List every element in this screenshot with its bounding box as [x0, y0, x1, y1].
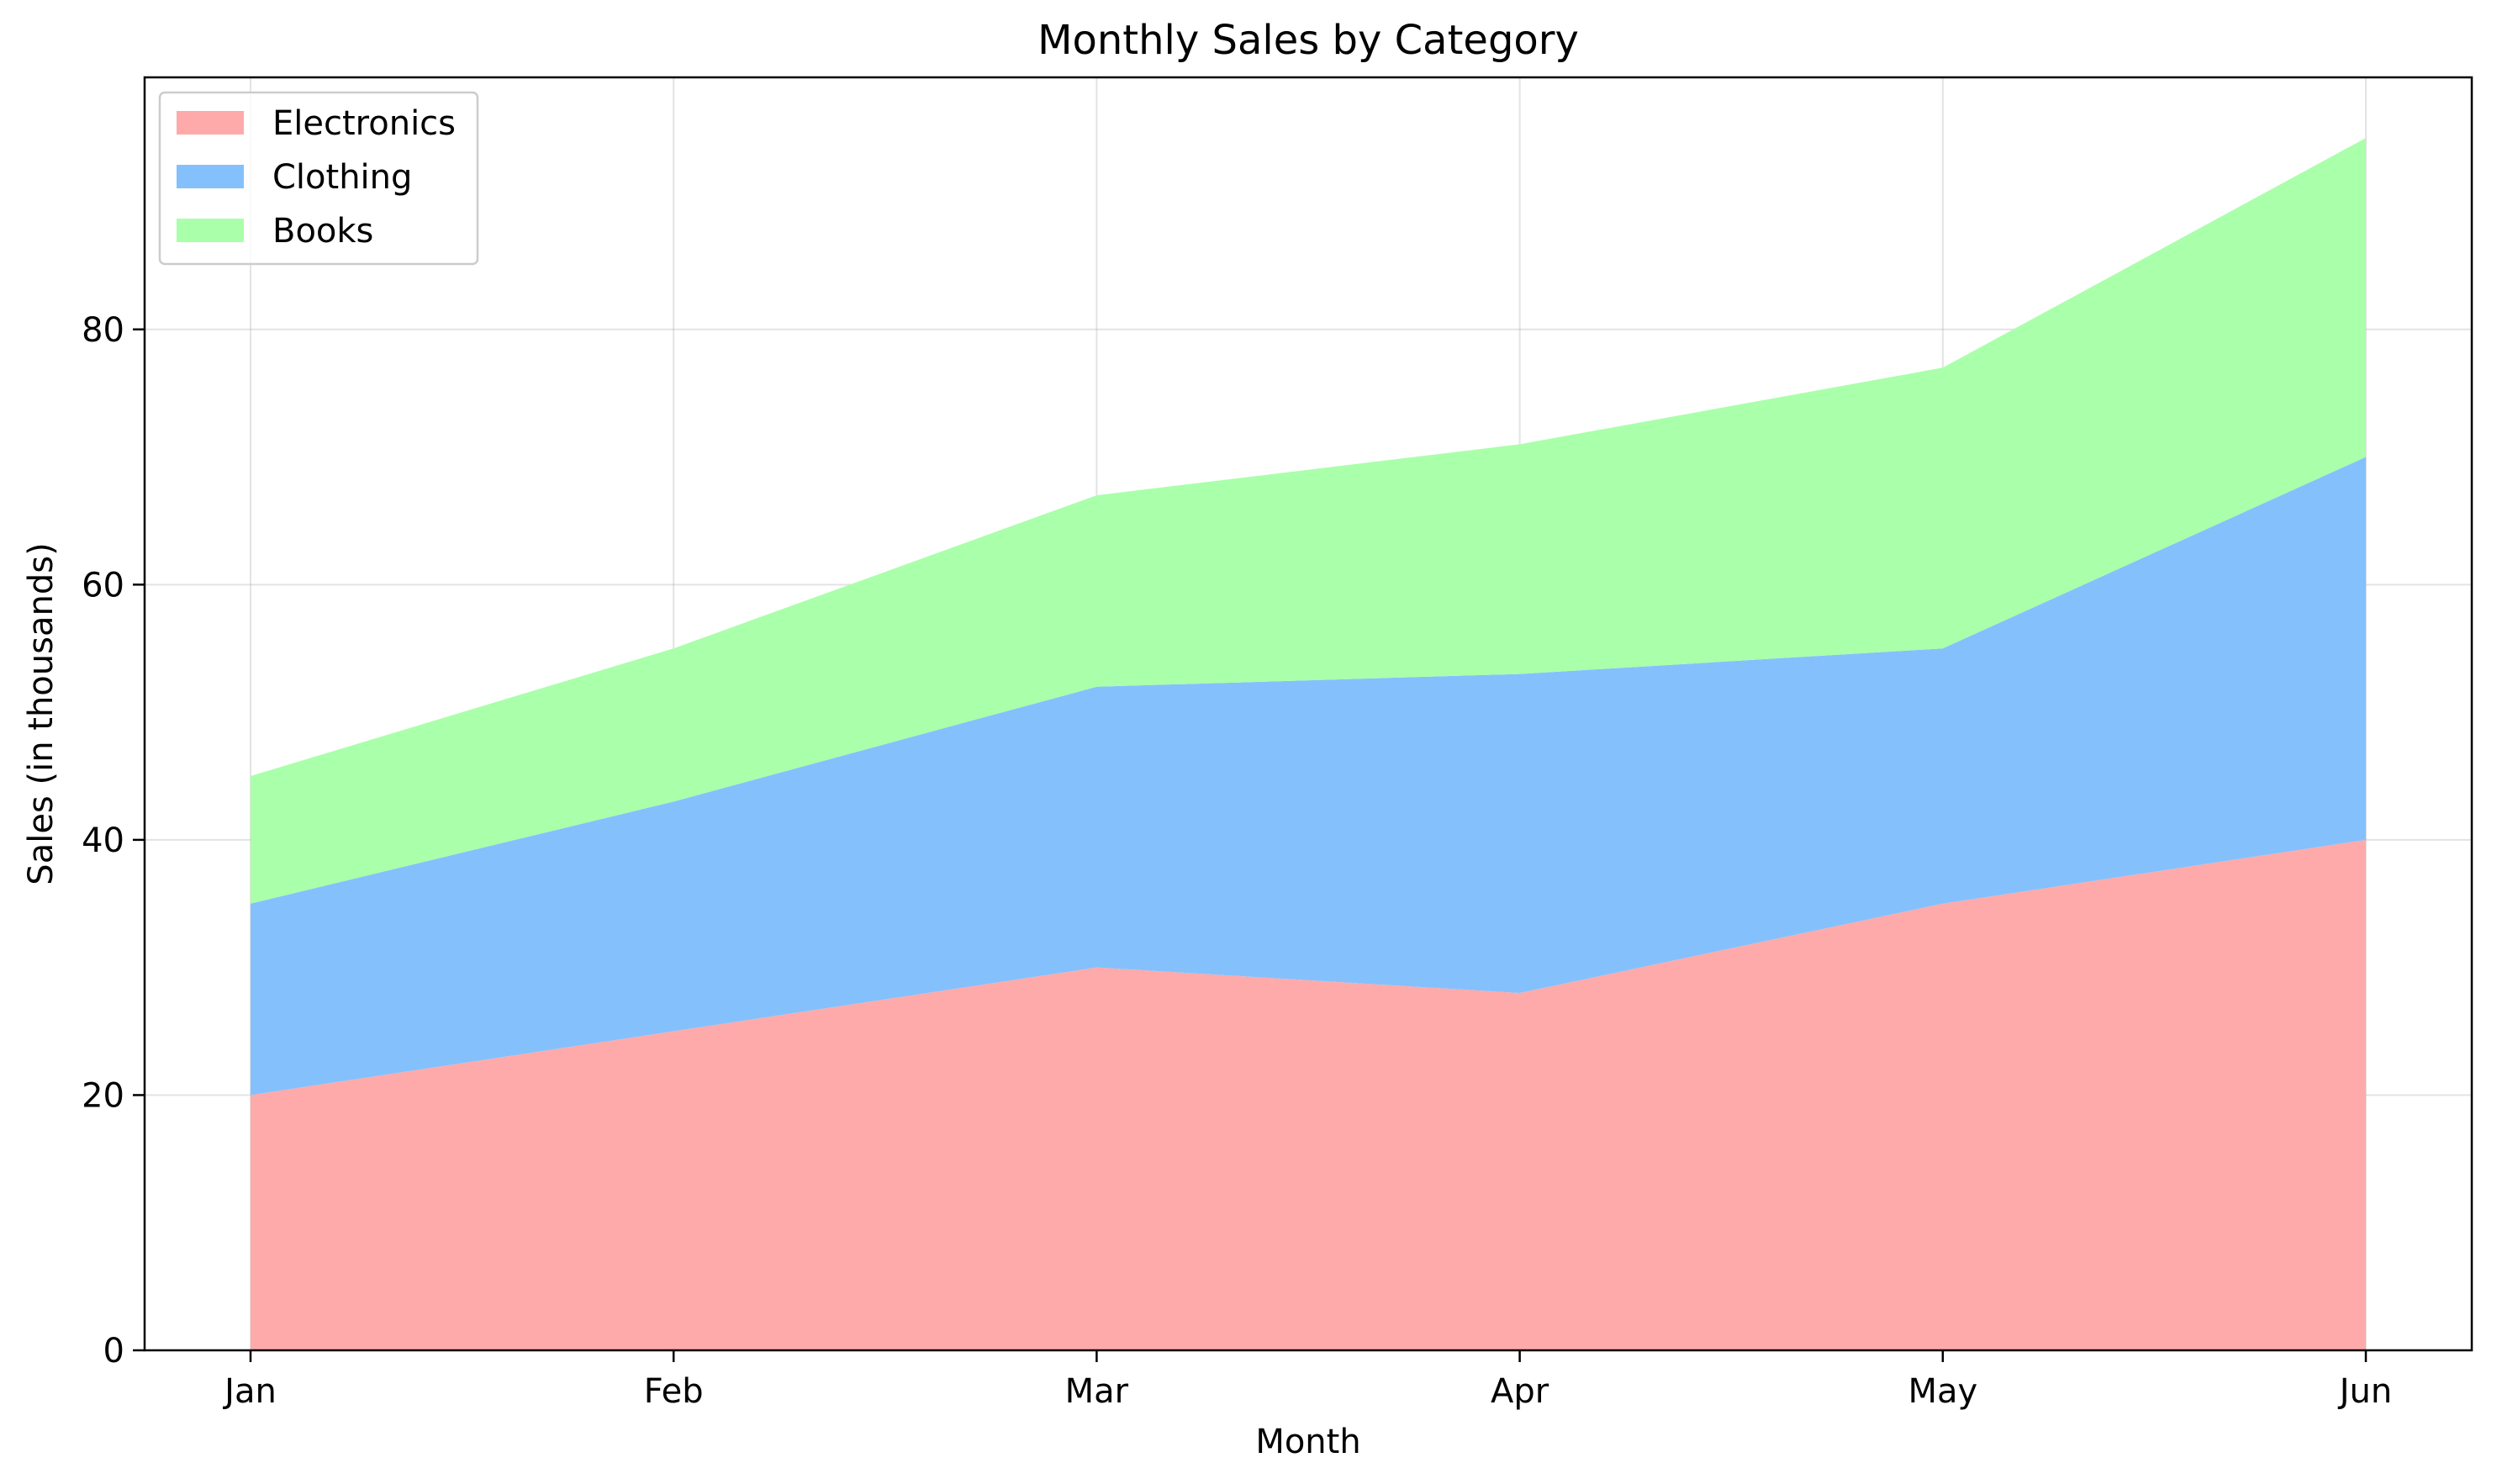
x-axis-label: Month — [1255, 1423, 1360, 1461]
x-tick-label-mar: Mar — [1065, 1372, 1129, 1411]
area-series-group — [251, 138, 2366, 1350]
area-clothing — [251, 457, 2366, 1096]
x-tick-label-may: May — [1908, 1372, 1977, 1411]
y-tick-label-40: 40 — [82, 821, 124, 860]
y-axis-label: Sales (in thousands) — [22, 542, 61, 885]
x-axis-ticks: Jan Feb Mar Apr May Jun — [222, 1350, 2392, 1411]
legend-swatch-books — [177, 219, 244, 242]
y-tick-label-20: 20 — [82, 1076, 124, 1115]
y-tick-label-0: 0 — [103, 1332, 124, 1370]
y-axis-ticks: 0 20 40 60 80 — [82, 311, 145, 1370]
legend: Electronics Clothing Books — [158, 91, 479, 266]
y-tick-label-80: 80 — [82, 311, 124, 350]
legend-label-electronics: Electronics — [272, 104, 456, 143]
plot-frame — [143, 76, 2473, 1352]
area-books — [251, 138, 2366, 904]
x-tick-label-feb: Feb — [644, 1372, 704, 1411]
chart-title: Monthly Sales by Category — [1037, 17, 1579, 64]
y-tick-label-60: 60 — [82, 566, 124, 605]
area-electronics — [251, 839, 2366, 1350]
x-tick-label-jun: Jun — [2337, 1372, 2393, 1411]
legend-swatch-clothing — [177, 165, 244, 188]
legend-swatch-electronics — [177, 111, 244, 135]
legend-label-books: Books — [272, 212, 373, 251]
x-tick-label-apr: Apr — [1491, 1372, 1549, 1411]
x-tick-label-jan: Jan — [222, 1372, 277, 1411]
legend-label-clothing: Clothing — [272, 158, 412, 197]
